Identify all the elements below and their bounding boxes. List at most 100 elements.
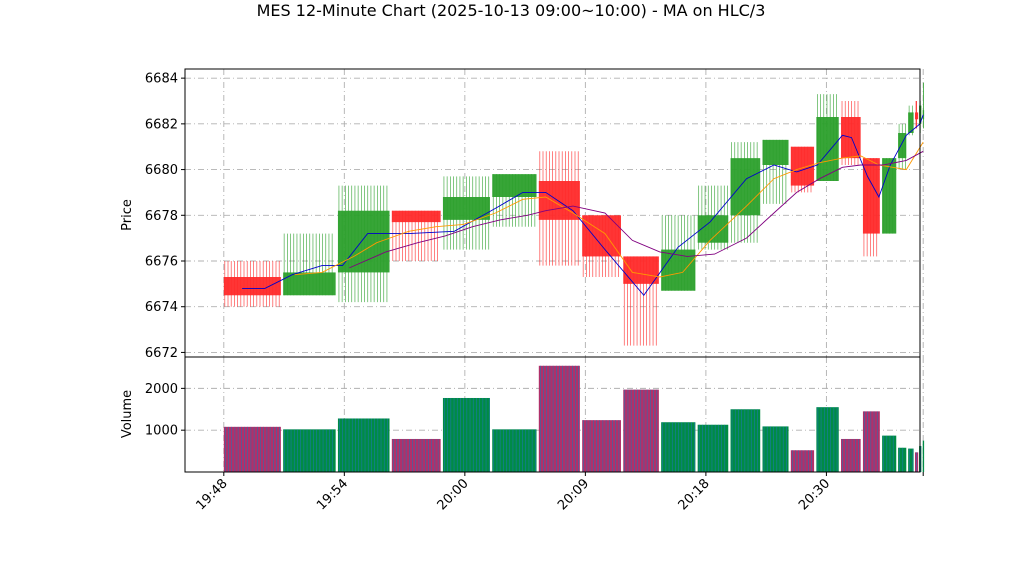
price-y-tick-label: 6676 bbox=[145, 255, 178, 270]
moving-average-line bbox=[242, 114, 924, 297]
x-tick-label: 20:30 bbox=[796, 476, 833, 513]
candle-body bbox=[223, 277, 281, 296]
volume-bar bbox=[223, 426, 281, 472]
volume-bar-fill bbox=[492, 429, 537, 472]
volume-bar-fill bbox=[882, 435, 897, 472]
volume-bar-fill bbox=[697, 424, 729, 472]
candle-body bbox=[790, 146, 815, 186]
volume-bar-fill bbox=[391, 438, 441, 472]
candle-body bbox=[391, 210, 441, 223]
volume-bar bbox=[730, 409, 761, 472]
candle-down bbox=[914, 101, 919, 129]
x-tick-label: 20:09 bbox=[555, 476, 592, 513]
volume-bar bbox=[283, 429, 336, 472]
volume-bar bbox=[908, 448, 914, 472]
candle-up bbox=[898, 123, 907, 170]
price-y-tick-label: 6674 bbox=[145, 300, 178, 315]
volume-bar-fill bbox=[862, 411, 880, 472]
volume-bar bbox=[492, 429, 537, 472]
volume-bar bbox=[623, 389, 659, 472]
volume-y-tick-label: 2000 bbox=[145, 382, 178, 397]
moving-average-line bbox=[349, 150, 924, 269]
candle-body bbox=[922, 110, 925, 120]
price-y-tick-label: 6682 bbox=[145, 117, 178, 132]
candle-body bbox=[538, 181, 580, 220]
volume-bar-fill bbox=[661, 422, 696, 472]
candle-up bbox=[442, 176, 490, 250]
candle-up bbox=[730, 142, 761, 243]
volume-bar bbox=[841, 438, 861, 472]
x-tick-label: 20:00 bbox=[435, 476, 472, 513]
volume-bar bbox=[922, 440, 925, 472]
candle-body bbox=[337, 210, 390, 273]
volume-bar-fill bbox=[841, 438, 861, 472]
volume-y-ticks: 1000 2000 bbox=[145, 382, 185, 439]
candle-up bbox=[492, 174, 537, 227]
volume-bar bbox=[914, 452, 919, 472]
candle-body bbox=[582, 215, 621, 257]
volume-bar-fill bbox=[582, 420, 621, 472]
volume-bar bbox=[538, 365, 580, 472]
volume-axes-frame bbox=[184, 356, 921, 473]
volume-bar bbox=[391, 438, 441, 472]
volume-bar bbox=[661, 422, 696, 472]
candle-down bbox=[862, 158, 880, 257]
volume-bar bbox=[582, 420, 621, 472]
volume-bar bbox=[816, 407, 839, 472]
candle-body bbox=[283, 272, 336, 296]
volume-bar bbox=[862, 411, 880, 472]
candle-up bbox=[283, 233, 336, 296]
volume-bar bbox=[697, 424, 729, 472]
candle-body bbox=[862, 158, 880, 234]
candle-up bbox=[762, 139, 789, 204]
volume-bar bbox=[882, 435, 897, 472]
x-tick-label: 19:48 bbox=[194, 476, 231, 513]
volume-bar-fill bbox=[223, 426, 281, 472]
price-y-tick-label: 6678 bbox=[145, 209, 178, 224]
price-y-tick-label: 6684 bbox=[145, 72, 178, 87]
volume-bar-fill bbox=[762, 426, 789, 472]
moving-averages bbox=[242, 114, 924, 297]
volume-bar-fill bbox=[898, 447, 907, 472]
volume-bar bbox=[898, 447, 907, 472]
candle-down bbox=[841, 101, 861, 165]
volume-bar bbox=[762, 426, 789, 472]
candle-up bbox=[697, 185, 729, 250]
candle-body bbox=[492, 174, 537, 197]
x-tick-label: 19:54 bbox=[314, 476, 351, 513]
volume-panel: 1000 2000 Volume bbox=[120, 356, 925, 473]
x-tick-label: 20:18 bbox=[676, 476, 713, 513]
price-y-tick-label: 6672 bbox=[145, 346, 178, 361]
volume-bar bbox=[442, 397, 490, 472]
volume-y-tick-label: 1000 bbox=[145, 424, 178, 439]
volume-bar bbox=[790, 450, 815, 472]
volume-bar-fill bbox=[922, 440, 925, 472]
candle-down bbox=[623, 256, 659, 346]
candle-down bbox=[582, 215, 621, 277]
volume-bar-fill bbox=[790, 450, 815, 472]
candle-up bbox=[908, 105, 914, 136]
candle-body bbox=[697, 215, 729, 243]
price-y-ticks: 6672 6674 6676 6678 6680 6682 6684 bbox=[145, 72, 185, 361]
candle-up bbox=[337, 185, 390, 303]
price-candles bbox=[223, 82, 925, 346]
volume-bar-fill bbox=[283, 429, 336, 472]
moving-average-line bbox=[294, 141, 924, 278]
price-y-tick-label: 6680 bbox=[145, 163, 178, 178]
price-panel: 6672 6674 6676 6678 6680 6682 6684 Price bbox=[120, 68, 925, 361]
candle-body bbox=[816, 117, 839, 181]
candle-body bbox=[623, 256, 659, 284]
volume-bar-fill bbox=[623, 389, 659, 472]
candle-body bbox=[898, 133, 907, 159]
chart-title: MES 12-Minute Chart (2025-10-13 09:00~10… bbox=[257, 1, 766, 20]
candle-up bbox=[816, 94, 839, 181]
candle-body bbox=[908, 112, 914, 133]
volume-bar bbox=[337, 418, 390, 472]
candle-down bbox=[391, 210, 441, 261]
candle-body bbox=[442, 197, 490, 220]
candle-down bbox=[223, 261, 281, 307]
x-ticks: 19:48 19:54 20:00 20:09 20:18 20:30 bbox=[194, 472, 924, 513]
candle-body bbox=[914, 112, 919, 120]
